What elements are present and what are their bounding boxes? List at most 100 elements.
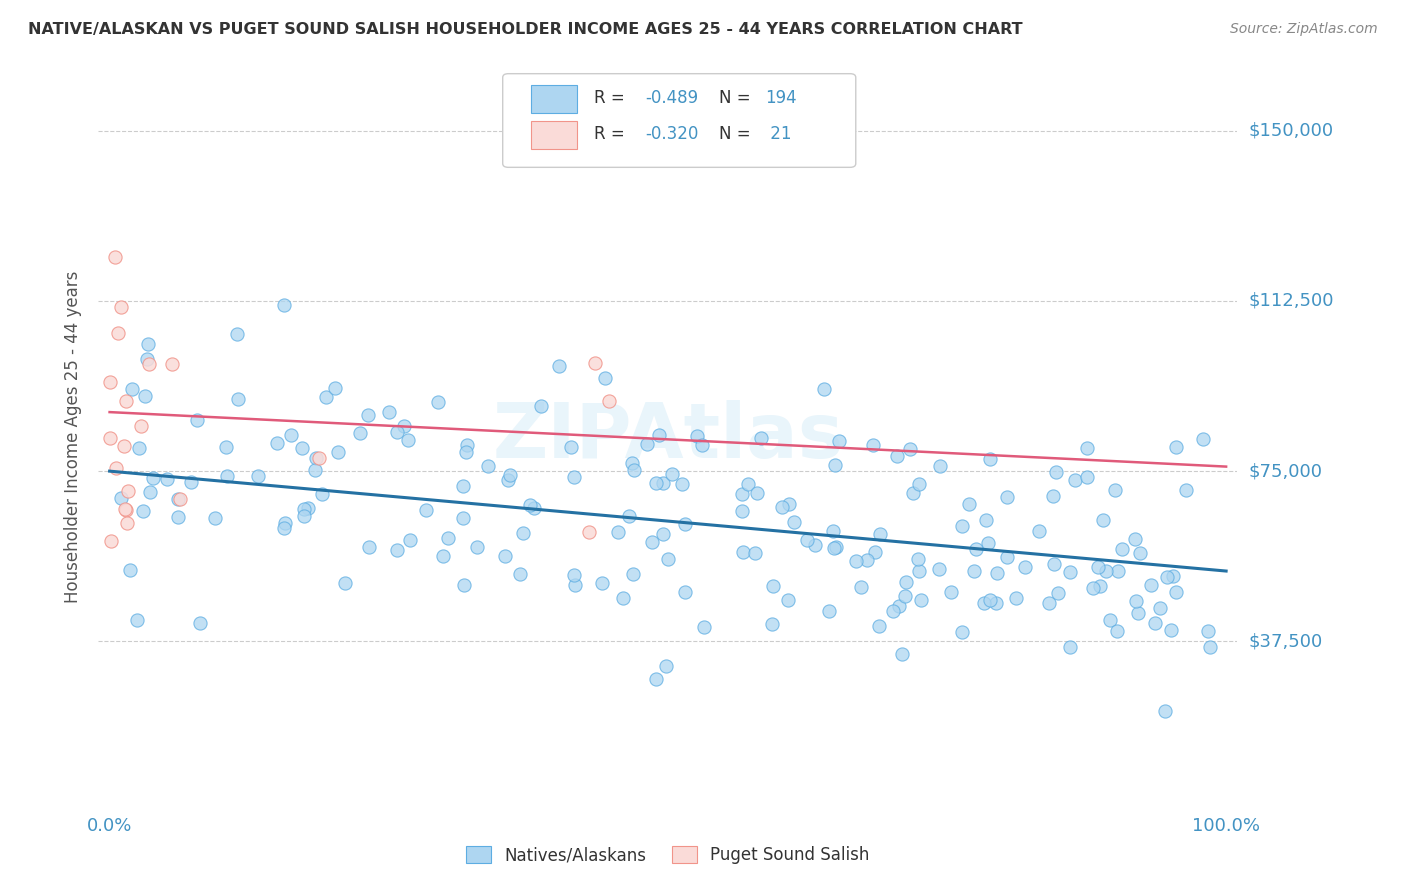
Text: R =: R =: [593, 89, 630, 107]
Point: [965, 541, 987, 556]
Point: [132, 504, 155, 518]
Text: $150,000: $150,000: [1249, 121, 1333, 139]
Point: [778, 497, 800, 511]
Point: [1028, 524, 1050, 538]
Point: [1161, 569, 1184, 583]
Point: [1014, 560, 1036, 574]
Point: [562, 568, 585, 582]
Point: [548, 359, 571, 373]
Point: [451, 479, 474, 493]
Text: N =: N =: [718, 89, 756, 107]
Point: [136, 337, 159, 351]
Point: [1094, 564, 1116, 578]
Point: [851, 581, 873, 595]
Point: [385, 542, 408, 557]
Point: [115, 503, 138, 517]
Point: [104, 460, 127, 475]
Point: [984, 596, 1007, 610]
Point: [803, 538, 825, 552]
Point: [156, 472, 179, 486]
Point: [186, 413, 208, 427]
Point: [1076, 442, 1098, 456]
Point: [135, 352, 157, 367]
Point: [995, 550, 1018, 565]
Point: [436, 531, 458, 545]
Point: [104, 250, 127, 264]
Point: [1038, 596, 1060, 610]
Point: [783, 515, 806, 529]
Point: [432, 549, 454, 564]
Point: [598, 393, 620, 408]
Point: [415, 503, 437, 517]
Point: [1149, 601, 1171, 615]
Point: [693, 620, 716, 634]
Point: [356, 408, 378, 422]
Point: [887, 599, 910, 614]
Text: 21: 21: [765, 126, 792, 144]
Point: [737, 476, 759, 491]
Point: [273, 298, 295, 312]
Point: [623, 463, 645, 477]
Point: [465, 540, 488, 554]
Point: [523, 500, 546, 515]
Point: [661, 467, 683, 481]
Point: [1197, 624, 1219, 638]
Point: [1104, 483, 1126, 497]
Point: [1129, 546, 1152, 560]
Text: $37,500: $37,500: [1249, 632, 1323, 650]
Point: [1123, 532, 1146, 546]
Point: [1047, 586, 1070, 600]
Point: [456, 438, 478, 452]
Point: [593, 371, 616, 385]
Point: [138, 357, 160, 371]
Point: [127, 613, 149, 627]
Point: [349, 426, 371, 441]
Point: [950, 625, 973, 640]
Point: [215, 440, 238, 454]
Point: [1045, 465, 1067, 479]
Text: NATIVE/ALASKAN VS PUGET SOUND SALISH HOUSEHOLDER INCOME AGES 25 - 44 YEARS CORRE: NATIVE/ALASKAN VS PUGET SOUND SALISH HOU…: [28, 22, 1022, 37]
Point: [117, 483, 139, 498]
Point: [98, 431, 121, 445]
Point: [818, 604, 841, 618]
Point: [115, 516, 138, 531]
Point: [977, 535, 1000, 549]
Point: [167, 509, 190, 524]
Point: [496, 473, 519, 487]
Point: [308, 451, 330, 466]
Point: [963, 564, 986, 578]
Point: [747, 486, 769, 500]
Point: [292, 509, 315, 524]
Point: [333, 576, 356, 591]
Point: [1174, 483, 1197, 497]
Point: [845, 554, 868, 568]
Text: -0.320: -0.320: [645, 126, 699, 144]
Point: [129, 418, 152, 433]
Text: R =: R =: [593, 126, 630, 144]
Point: [796, 533, 818, 548]
Point: [651, 527, 673, 541]
Point: [986, 566, 1008, 580]
Point: [950, 518, 973, 533]
Point: [1107, 624, 1129, 639]
Point: [690, 438, 713, 452]
Point: [226, 392, 249, 407]
Point: [495, 549, 517, 563]
Point: [825, 540, 848, 554]
Point: [180, 475, 202, 489]
Point: [882, 604, 904, 618]
Point: [451, 511, 474, 525]
Point: [776, 593, 799, 607]
Point: [731, 504, 754, 518]
Point: [315, 390, 337, 404]
Point: [188, 616, 211, 631]
Point: [427, 395, 450, 409]
Point: [118, 563, 141, 577]
Point: [731, 487, 754, 501]
Point: [226, 327, 249, 342]
Text: N =: N =: [718, 126, 756, 144]
Point: [1042, 489, 1064, 503]
Point: [1166, 441, 1188, 455]
Point: [612, 591, 634, 605]
Point: [1064, 473, 1087, 487]
